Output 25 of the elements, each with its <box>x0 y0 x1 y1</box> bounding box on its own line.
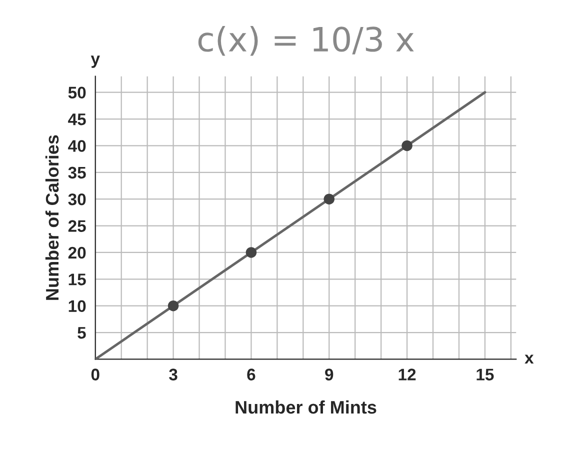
y-tick-label: 10 <box>68 300 86 312</box>
y-tick-label: 30 <box>68 193 86 206</box>
y-tick-label: 20 <box>68 246 86 259</box>
x-tick-label: 6 <box>247 368 256 380</box>
point <box>246 247 257 258</box>
point <box>324 194 334 204</box>
text: x <box>524 354 534 364</box>
x-tick-label: 12 <box>398 368 416 380</box>
point <box>402 140 412 152</box>
y-tick-label: 5 <box>78 327 86 339</box>
y-tick-label: 25 <box>68 220 86 232</box>
point <box>168 300 179 312</box>
y-tick-label: 40 <box>68 140 86 152</box>
x-tick-label: 3 <box>169 368 178 380</box>
y-tick-label: 35 <box>68 166 86 179</box>
y-tick-label: 45 <box>68 114 86 126</box>
y-tick-label: 50 <box>68 86 86 99</box>
chart-title: c(x) = 10/3 x <box>198 26 414 56</box>
y-tick-label: 15 <box>68 274 86 286</box>
x-tick-label: 9 <box>325 368 334 380</box>
x-tick-label: 15 <box>476 368 494 380</box>
x-axis-title: Number of Mints <box>236 400 376 414</box>
y-axis-title: Number of Calories <box>45 135 59 300</box>
text: y <box>90 56 100 68</box>
x-tick-label: 0 <box>91 368 100 380</box>
